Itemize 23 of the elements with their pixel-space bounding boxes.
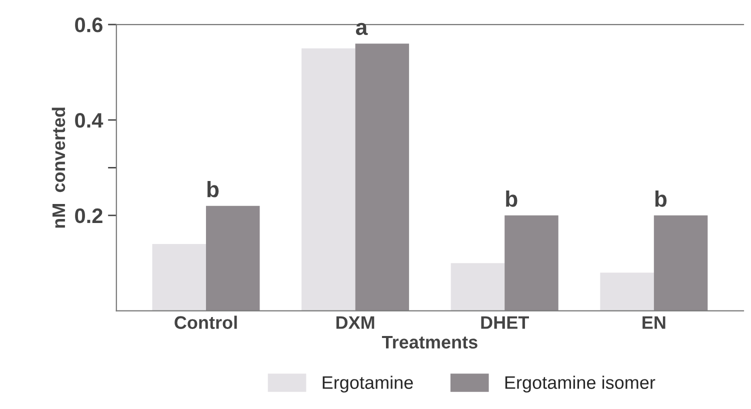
annotation: a <box>356 22 368 36</box>
legend-label: Ergotamine <box>322 376 413 393</box>
bar <box>450 263 505 311</box>
x-tick-label: DHET <box>481 316 529 329</box>
legend-label: Ergotamine isomer <box>505 376 656 393</box>
annotation: b <box>655 190 667 207</box>
x-tick-label: DXM <box>336 316 374 329</box>
y-axis-title: nM converted <box>52 108 66 228</box>
x-tick-label: EN <box>642 316 666 329</box>
bar <box>355 44 410 311</box>
bar <box>152 244 206 311</box>
annotation: b <box>506 190 518 207</box>
annotation: b <box>207 180 219 198</box>
y-tick-label: 0.2 <box>75 208 102 224</box>
bar <box>600 272 654 311</box>
bar <box>504 215 558 311</box>
bar <box>206 206 260 311</box>
bar <box>302 48 356 311</box>
y-tick-label: 0.6 <box>75 18 102 32</box>
y-tick-label: 0.4 <box>75 112 104 128</box>
x-axis-title: Treatments <box>382 336 478 349</box>
x-tick-label: Control <box>174 316 237 329</box>
bar <box>654 215 708 311</box>
